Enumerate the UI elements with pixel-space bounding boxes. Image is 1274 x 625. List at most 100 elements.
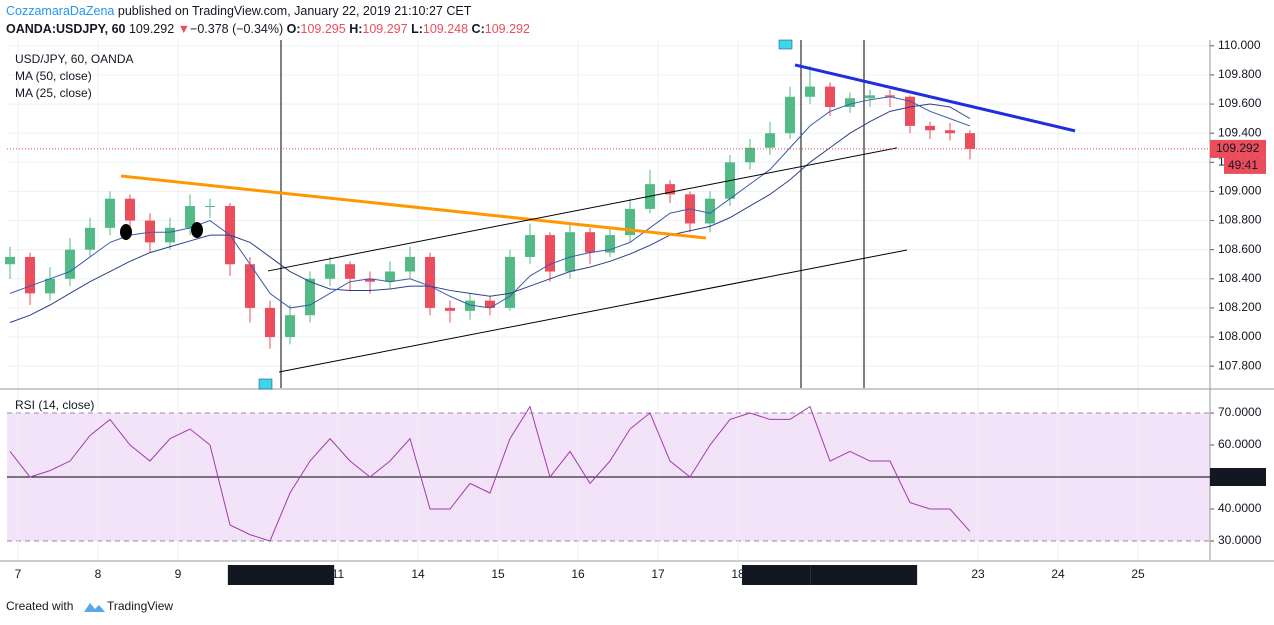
candle-body <box>285 315 295 338</box>
o-label: O: <box>287 22 301 36</box>
x-tick-label: 18 <box>731 567 745 581</box>
x-tick-label: 11 <box>332 567 345 581</box>
candle-body <box>845 98 855 107</box>
candle-body <box>545 235 555 272</box>
time-label-text: 10 Jan '19 07:00 <box>234 567 329 581</box>
footer-created: Created with <box>6 599 73 613</box>
candle-body <box>165 227 175 243</box>
pane-title: USD/JPY, 60, OANDA <box>15 52 134 66</box>
y-tick-label: 108.400 <box>1218 271 1262 285</box>
candle-body <box>405 256 415 272</box>
candle-body <box>85 227 95 250</box>
candle-body <box>185 205 195 228</box>
h-label: H: <box>349 22 362 36</box>
candle-body <box>465 300 475 311</box>
y-tick-label: 109.000 <box>1218 184 1262 198</box>
c-label: C: <box>472 22 485 36</box>
time-label-box <box>227 565 335 585</box>
change: −0.378 (−0.34%) <box>190 22 283 36</box>
candle-body <box>805 86 815 97</box>
footer-brand[interactable]: TradingView <box>107 599 173 613</box>
published: published on TradingView.com, January 22… <box>118 4 472 18</box>
candle-body <box>525 235 535 257</box>
candle-body <box>145 220 155 243</box>
plot-area: 7 8 9 11 14 15 16 17 18 23 24 25 107.800 108.000 108.2… <box>0 38 1274 581</box>
candle-body <box>585 232 595 253</box>
candle-body <box>825 86 835 107</box>
marker-dot <box>120 224 132 240</box>
candle-body <box>605 235 615 253</box>
rsi-line <box>9 405 971 542</box>
trendline <box>120 174 707 240</box>
candle-body <box>345 264 355 279</box>
time-label: 21 Jan '19 14:00 <box>810 565 918 585</box>
candle-body <box>325 264 335 279</box>
time-label-text: 21 Jan '19 14:00 <box>817 567 912 581</box>
marker-dot <box>191 222 203 238</box>
candle-body <box>245 264 255 308</box>
trendline <box>794 63 1076 133</box>
y-tick-label: 107.800 <box>1218 358 1262 372</box>
time-label: 18 Jan '19 <box>741 565 811 585</box>
brand-logo <box>84 603 105 612</box>
candle-body <box>265 307 275 338</box>
footer: Created with TradingView <box>6 599 173 613</box>
y-tick-label: 108.000 <box>1218 329 1262 343</box>
x-tick-label: 25 <box>1131 567 1145 581</box>
candle-body <box>865 95 875 99</box>
l-value: 109.248 <box>423 22 468 36</box>
candle-body <box>25 256 35 294</box>
time-label-box <box>741 565 811 585</box>
candle-body <box>565 232 575 272</box>
low-marker <box>258 378 273 390</box>
time-label-text: 18 Jan '19 <box>748 567 805 581</box>
price: 109.292 <box>129 22 174 36</box>
y-tick-label: 109.800 <box>1218 67 1262 81</box>
candle-body <box>505 256 515 308</box>
midline-label: 50.0000 <box>1216 469 1260 483</box>
x-tick-label: 17 <box>651 567 665 581</box>
candle-body <box>305 278 315 316</box>
candle-body <box>105 198 115 228</box>
candle-body <box>385 271 395 282</box>
candle-body <box>885 95 895 97</box>
candle-body <box>665 184 675 195</box>
x-tick-label: 24 <box>1051 567 1065 581</box>
candle-body <box>5 256 15 265</box>
c-value: 109.292 <box>485 22 530 36</box>
symbol: OANDA:USDJPY, 60 <box>6 22 126 36</box>
header-line-1: CozzamaraDaZena published on TradingView… <box>6 4 472 18</box>
x-tick-label: 15 <box>491 567 505 581</box>
h-value: 109.297 <box>362 22 407 36</box>
overlay: 10 Jan '19 07:00 18 Jan '19 21 Jan '19 14:… <box>15 39 918 585</box>
header-line-2: OANDA:USDJPY, 60 109.292 ▼−0.378 (−0.34%… <box>6 22 530 36</box>
x-tick-label: 8 <box>95 567 102 581</box>
candle-body <box>125 198 135 221</box>
candle-body <box>625 208 635 236</box>
candle-body <box>745 147 755 163</box>
trendline <box>278 249 908 373</box>
candle-body <box>785 96 795 134</box>
x-tick-label: 23 <box>971 567 985 581</box>
x-tick-label: 14 <box>411 567 425 581</box>
author[interactable]: CozzamaraDaZena <box>6 4 114 18</box>
candle-body <box>425 256 435 308</box>
candle-body <box>365 278 375 282</box>
candle-body <box>905 96 915 126</box>
time-label-box <box>810 565 918 585</box>
x-tick-label: 7 <box>15 567 22 581</box>
candle-body <box>485 300 495 308</box>
candle-body <box>925 125 935 131</box>
y-tick-label: 109.400 <box>1218 125 1262 139</box>
moving-average <box>9 103 971 323</box>
y-tick-label: 70.0000 <box>1218 405 1262 419</box>
moving-average <box>9 96 971 309</box>
candle-body <box>945 130 955 134</box>
trendline <box>267 147 898 272</box>
midline-box <box>1210 468 1266 487</box>
candle-body <box>965 133 975 149</box>
last-price-label: 109.292 <box>1216 141 1260 155</box>
y-tick-label: 30.0000 <box>1218 533 1262 547</box>
legend-entry: MA (25, close) <box>15 86 92 100</box>
